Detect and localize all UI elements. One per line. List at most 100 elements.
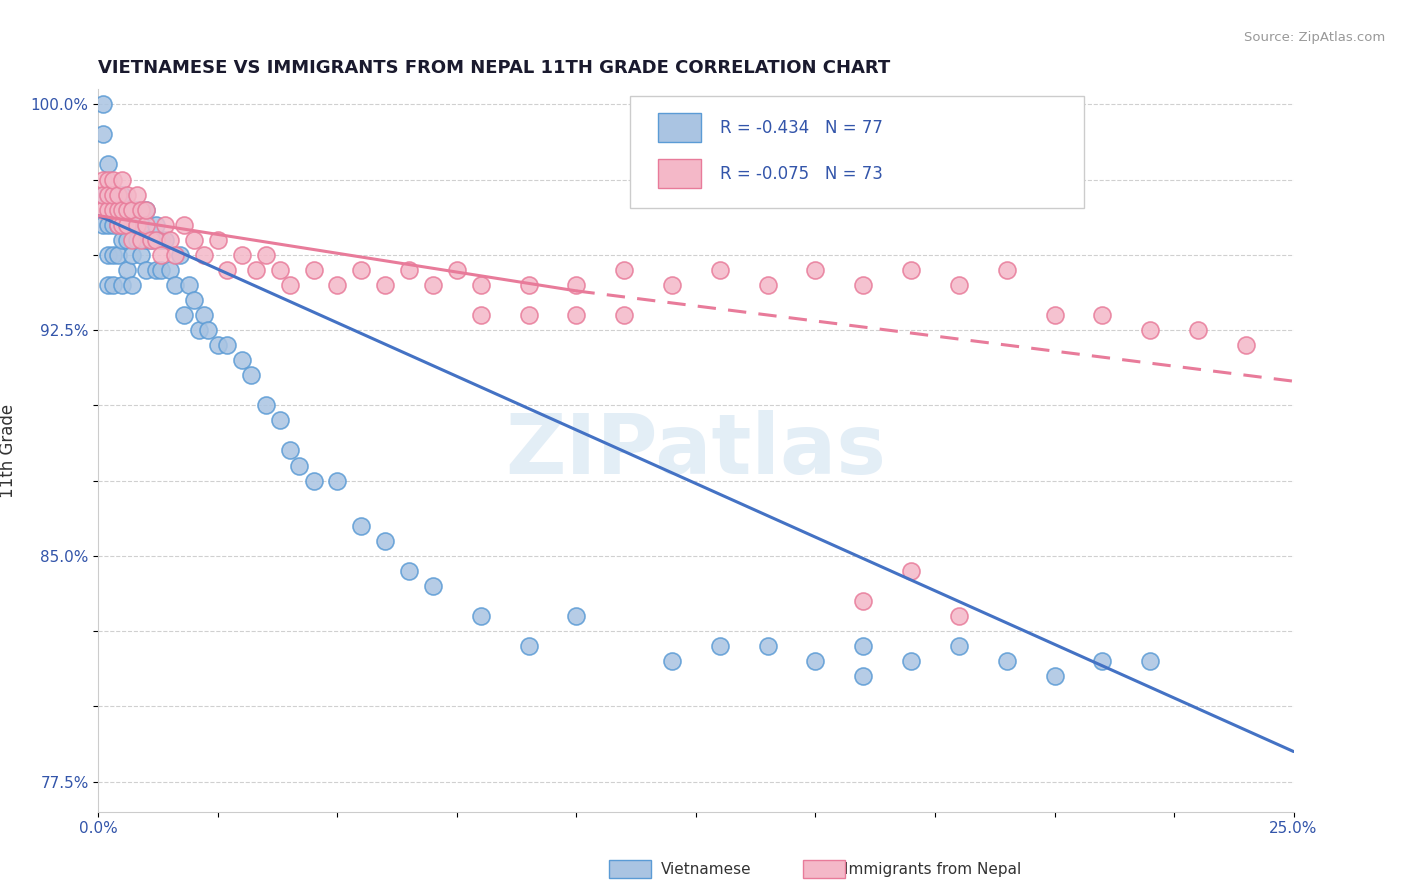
Point bbox=[398, 564, 420, 578]
Point bbox=[302, 474, 325, 488]
Point bbox=[1234, 338, 1257, 352]
Point bbox=[422, 579, 444, 593]
Text: VIETNAMESE VS IMMIGRANTS FROM NEPAL 11TH GRADE CORRELATION CHART: VIETNAMESE VS IMMIGRANTS FROM NEPAL 11TH… bbox=[98, 59, 890, 77]
Point bbox=[131, 218, 153, 232]
Point bbox=[145, 233, 167, 247]
Point bbox=[446, 262, 468, 277]
Point bbox=[155, 218, 177, 232]
Point bbox=[149, 248, 172, 262]
Point bbox=[115, 218, 138, 232]
Point bbox=[183, 233, 205, 247]
Point bbox=[97, 157, 120, 171]
Point bbox=[121, 218, 143, 232]
Point bbox=[91, 97, 114, 112]
Point bbox=[517, 639, 540, 653]
Point bbox=[398, 262, 420, 277]
Point bbox=[115, 262, 138, 277]
Point bbox=[139, 233, 162, 247]
Point bbox=[135, 218, 157, 232]
Point bbox=[613, 308, 636, 322]
Point bbox=[1139, 654, 1161, 668]
Point bbox=[756, 277, 779, 292]
Point bbox=[97, 248, 120, 262]
Point bbox=[1091, 654, 1114, 668]
Point bbox=[135, 202, 157, 217]
Point bbox=[900, 564, 922, 578]
Point bbox=[995, 262, 1018, 277]
Point bbox=[948, 609, 970, 624]
Point bbox=[900, 654, 922, 668]
Point bbox=[288, 458, 311, 473]
Point bbox=[254, 248, 277, 262]
Point bbox=[91, 202, 114, 217]
Point bbox=[91, 187, 114, 202]
Point bbox=[101, 218, 124, 232]
Point bbox=[1187, 323, 1209, 337]
Point bbox=[1139, 323, 1161, 337]
Point bbox=[470, 609, 492, 624]
Point bbox=[302, 262, 325, 277]
Point bbox=[169, 248, 191, 262]
Point bbox=[163, 248, 186, 262]
Point bbox=[101, 187, 124, 202]
Point bbox=[350, 518, 373, 533]
Point bbox=[115, 218, 138, 232]
Point bbox=[179, 277, 201, 292]
Point bbox=[245, 262, 267, 277]
Point bbox=[197, 323, 219, 337]
Point bbox=[121, 202, 143, 217]
Point bbox=[1043, 308, 1066, 322]
Point bbox=[565, 609, 588, 624]
Point bbox=[207, 338, 229, 352]
Point bbox=[125, 218, 148, 232]
Point bbox=[278, 277, 301, 292]
Point bbox=[159, 233, 181, 247]
Text: Source: ZipAtlas.com: Source: ZipAtlas.com bbox=[1244, 31, 1385, 45]
Point bbox=[115, 202, 138, 217]
Point bbox=[101, 187, 124, 202]
Point bbox=[145, 218, 167, 232]
Point bbox=[111, 202, 134, 217]
Point bbox=[101, 202, 124, 217]
Point bbox=[217, 338, 239, 352]
Point bbox=[91, 172, 114, 186]
Point bbox=[517, 308, 540, 322]
Point bbox=[269, 262, 291, 277]
Point bbox=[207, 233, 229, 247]
Point bbox=[278, 443, 301, 458]
Point bbox=[125, 187, 148, 202]
Point bbox=[852, 277, 875, 292]
Point bbox=[115, 233, 138, 247]
Point bbox=[326, 474, 349, 488]
Point bbox=[470, 308, 492, 322]
Point bbox=[1091, 308, 1114, 322]
Point bbox=[111, 277, 134, 292]
Point bbox=[613, 262, 636, 277]
Point bbox=[107, 218, 129, 232]
Point bbox=[254, 398, 277, 412]
Point bbox=[756, 639, 779, 653]
Point bbox=[163, 277, 186, 292]
Point bbox=[111, 218, 134, 232]
Point bbox=[131, 233, 153, 247]
Point bbox=[1043, 669, 1066, 683]
Point bbox=[139, 233, 162, 247]
Point bbox=[159, 262, 181, 277]
Point bbox=[101, 248, 124, 262]
Point bbox=[240, 368, 263, 383]
Point bbox=[107, 202, 129, 217]
Point bbox=[173, 308, 195, 322]
Point bbox=[131, 248, 153, 262]
Point bbox=[149, 233, 172, 247]
Point bbox=[470, 277, 492, 292]
Point bbox=[193, 308, 215, 322]
Point bbox=[135, 262, 157, 277]
Point bbox=[350, 262, 373, 277]
Point bbox=[101, 277, 124, 292]
Point bbox=[326, 277, 349, 292]
Point bbox=[111, 172, 134, 186]
Point bbox=[187, 323, 209, 337]
Point bbox=[125, 202, 148, 217]
Text: R = -0.075   N = 73: R = -0.075 N = 73 bbox=[720, 165, 883, 183]
Point bbox=[97, 187, 120, 202]
